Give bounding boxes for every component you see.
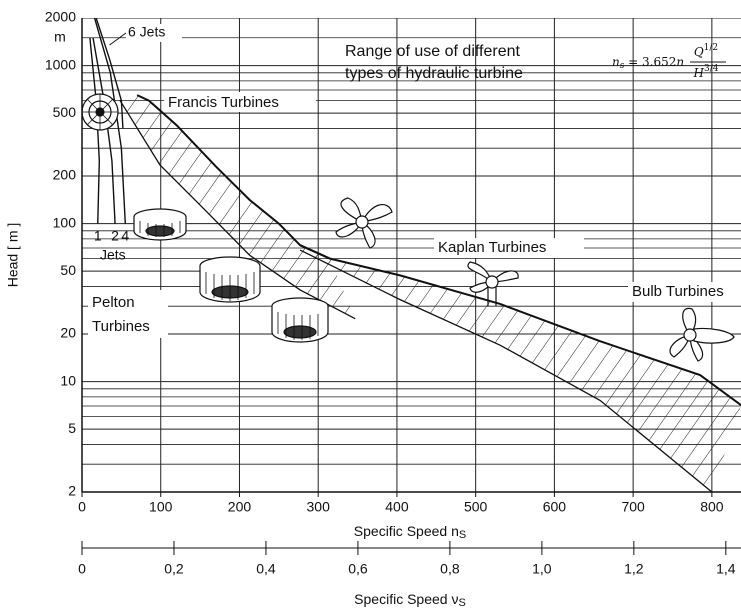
x-axis-label: Specific Speed nS: [354, 523, 466, 541]
x2-tick-label: 0,6: [348, 561, 368, 577]
formula-part: 1/2: [704, 43, 718, 53]
y-axis-label: Head [ m ]: [5, 223, 21, 288]
turbine-icons: [81, 93, 735, 362]
leader-line: [109, 32, 127, 46]
jet-label: 4: [121, 227, 129, 243]
region-label: Pelton: [92, 294, 135, 311]
label-bg: [88, 290, 168, 338]
x2-tick-label: 1,2: [624, 561, 644, 577]
label-bg: [126, 24, 182, 42]
x-tick-label: 400: [385, 499, 409, 515]
region-label: Turbines: [92, 318, 150, 335]
formula-part: H: [693, 66, 705, 80]
formula-part: n: [676, 55, 684, 69]
frame: [81, 18, 741, 549]
region-hatch: [300, 245, 741, 492]
x-tick-label: 600: [543, 499, 567, 515]
label-bg: [628, 282, 741, 302]
formula: ns = 3.652n: [612, 55, 684, 71]
y-tick-label: 2: [68, 483, 76, 499]
region-hatch: [119, 95, 356, 319]
formula-numerator: Q1/2: [694, 43, 718, 59]
x-tick-label: 100: [149, 499, 173, 515]
formula-part: s: [620, 61, 625, 71]
y-tick-label: 100: [53, 214, 77, 230]
labels: Range of use of different types of hydra…: [5, 9, 741, 609]
region-label: Kaplan Turbines: [438, 239, 546, 256]
x2-axis-label-text: Specific Speed ν: [354, 591, 458, 607]
x2-tick-label: 0,2: [164, 561, 184, 577]
jet-line: [89, 37, 101, 224]
jet-line: [95, 18, 124, 129]
x2-axis-label: Specific Speed νS: [354, 591, 466, 609]
formula-part: = 3.652: [624, 55, 676, 69]
x2-tick-label: 0,8: [440, 561, 460, 577]
formula-part: Q: [694, 45, 704, 59]
x-tick-label: 300: [307, 499, 331, 515]
x-axis-label-sub: S: [459, 529, 466, 541]
y-tick-label: 20: [60, 325, 76, 341]
x2-axis-label-sub: S: [458, 597, 465, 609]
jets-label: Jets: [100, 247, 126, 263]
annotation: types of hydraulic turbine: [345, 65, 523, 82]
upper-boundary: [299, 244, 741, 406]
jet-label: 1: [94, 227, 102, 243]
upper-boundary: [136, 94, 331, 260]
jet-line: [92, 37, 116, 224]
x-tick-label: 0: [78, 499, 86, 515]
y-tick-label: 50: [60, 262, 76, 278]
x-tick-label: 200: [228, 499, 252, 515]
x2-tick-label: 0,4: [256, 561, 276, 577]
jet-label: 2: [111, 227, 119, 243]
formula-part: 3/4: [704, 64, 719, 74]
jet-label: 6 Jets: [128, 24, 165, 40]
region-label: Francis Turbines: [168, 94, 279, 111]
formula-part: n: [612, 55, 620, 69]
lower-boundary: [119, 99, 356, 320]
annotation: Range of use of different: [345, 43, 520, 60]
region-label: Bulb Turbines: [632, 283, 724, 300]
y-tick-label: 10: [60, 372, 76, 388]
lower-boundary: [299, 249, 713, 492]
label-bg: [434, 238, 584, 258]
y-tick-label: 1000: [45, 56, 76, 72]
formula-denominator: H3/4: [693, 64, 719, 80]
x-axis-label-text: Specific Speed n: [354, 523, 459, 539]
y-unit: m: [54, 29, 66, 45]
y-tick-label: 500: [53, 104, 77, 120]
y-tick-label: 200: [53, 167, 77, 183]
y-tick-label: 5: [68, 420, 76, 436]
x-tick-label: 800: [700, 499, 724, 515]
label-bg: [164, 92, 316, 112]
x-tick-label: 700: [621, 499, 645, 515]
x2-tick-label: 1,0: [532, 561, 552, 577]
regions: [89, 18, 741, 492]
x2-tick-label: 0: [78, 561, 86, 577]
x2-tick-label: 1,4: [716, 561, 736, 577]
y-tick-label: 2000: [45, 9, 76, 25]
x-tick-label: 500: [464, 499, 488, 515]
